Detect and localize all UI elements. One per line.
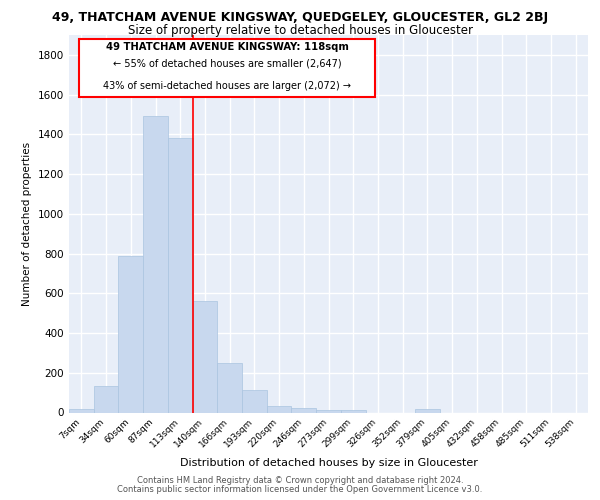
Text: ← 55% of detached houses are smaller (2,647): ← 55% of detached houses are smaller (2,… [113,59,341,69]
Bar [415,408,440,412]
X-axis label: Distribution of detached houses by size in Gloucester: Distribution of detached houses by size … [179,458,478,468]
Bar [118,256,143,412]
Text: Contains HM Land Registry data © Crown copyright and database right 2024.: Contains HM Land Registry data © Crown c… [137,476,463,485]
Bar [242,390,267,412]
Bar [316,410,341,412]
FancyBboxPatch shape [79,39,375,98]
Text: 43% of semi-detached houses are larger (2,072) →: 43% of semi-detached houses are larger (… [103,80,351,90]
Bar [267,406,292,412]
Bar [143,116,168,412]
Bar [341,410,365,412]
Bar [292,408,316,412]
Bar [94,386,118,412]
Bar [168,138,193,412]
Bar [193,301,217,412]
Text: Size of property relative to detached houses in Gloucester: Size of property relative to detached ho… [128,24,473,37]
Bar [69,408,94,412]
Text: 49, THATCHAM AVENUE KINGSWAY, QUEDGELEY, GLOUCESTER, GL2 2BJ: 49, THATCHAM AVENUE KINGSWAY, QUEDGELEY,… [52,11,548,24]
Text: Contains public sector information licensed under the Open Government Licence v3: Contains public sector information licen… [118,485,482,494]
Text: 49 THATCHAM AVENUE KINGSWAY: 118sqm: 49 THATCHAM AVENUE KINGSWAY: 118sqm [106,42,349,52]
Y-axis label: Number of detached properties: Number of detached properties [22,142,32,306]
Bar [217,363,242,412]
